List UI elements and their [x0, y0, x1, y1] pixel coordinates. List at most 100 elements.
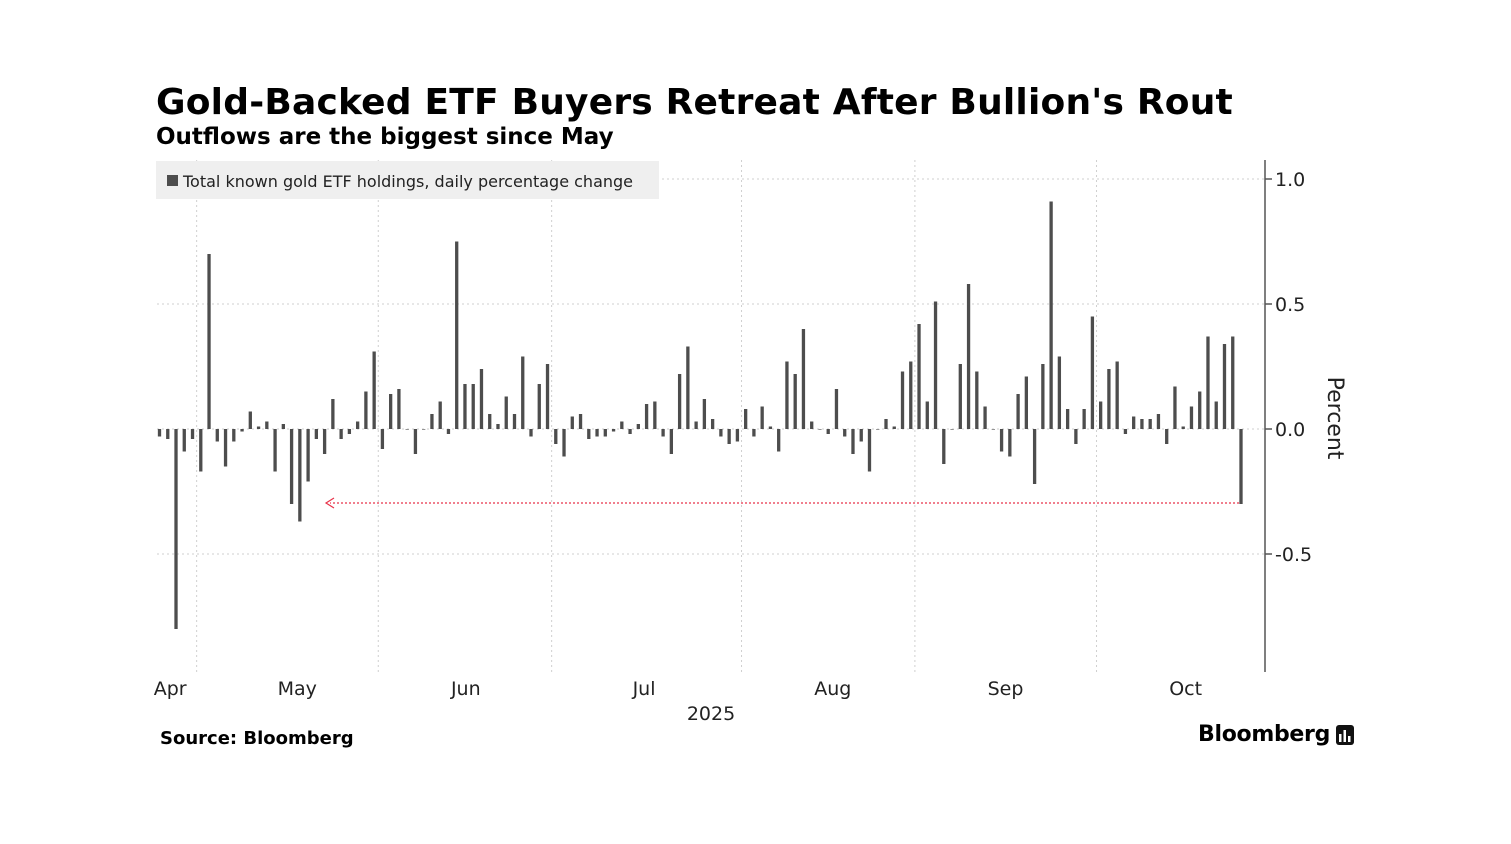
- bar: [488, 414, 492, 429]
- bar: [933, 301, 938, 429]
- bar: [223, 429, 228, 467]
- bar: [810, 421, 814, 429]
- bar: [1024, 376, 1029, 429]
- bar: [479, 369, 484, 429]
- bar: [248, 411, 252, 429]
- bar: [273, 429, 277, 472]
- bar: [430, 414, 434, 429]
- bar: [562, 429, 566, 457]
- bar: [1074, 429, 1078, 444]
- bar: [1165, 429, 1169, 444]
- bar: [768, 426, 773, 429]
- bar: [545, 364, 550, 429]
- bar: [463, 384, 467, 429]
- bar: [537, 384, 541, 429]
- bar: [859, 429, 863, 442]
- bar: [793, 374, 797, 429]
- bar: [240, 429, 244, 432]
- bar: [339, 429, 343, 439]
- legend: Total known gold ETF holdings, daily per…: [156, 161, 659, 199]
- bar: [1065, 409, 1070, 429]
- gridlines: [157, 160, 1265, 672]
- bar: [950, 429, 954, 430]
- bar: [1181, 426, 1185, 429]
- bar: [760, 406, 764, 429]
- bar: [669, 429, 674, 454]
- bar: [347, 429, 352, 434]
- bar: [1198, 391, 1202, 429]
- bar: [446, 429, 451, 434]
- bar: [331, 399, 335, 429]
- bar: [975, 371, 979, 429]
- bar: [620, 421, 624, 429]
- bar: [232, 429, 236, 442]
- bar: [578, 414, 583, 429]
- bar: [900, 371, 905, 429]
- bar: [653, 401, 657, 429]
- bar: [843, 429, 847, 437]
- bar: [867, 429, 872, 472]
- bar: [190, 429, 195, 439]
- legend-swatch: [167, 175, 178, 186]
- bar: [512, 414, 517, 429]
- bar: [1231, 336, 1235, 429]
- bar: [917, 324, 921, 429]
- bar: [1156, 414, 1161, 429]
- y-tick-label: 0.0: [1275, 419, 1305, 441]
- bar: [372, 351, 376, 429]
- bar: [455, 241, 459, 429]
- bar: [265, 421, 269, 429]
- bar: [1206, 336, 1210, 429]
- bar: [892, 426, 896, 429]
- bar: [1057, 356, 1062, 429]
- bar: [727, 429, 731, 444]
- brand-logo: Bloomberg: [1198, 722, 1355, 747]
- bar: [694, 421, 698, 429]
- bar: [314, 429, 319, 439]
- bar: [661, 429, 665, 437]
- x-tick-label: Jul: [632, 678, 656, 700]
- bar: [834, 389, 839, 429]
- bar: [364, 391, 368, 429]
- bar: [529, 429, 533, 437]
- bar: [876, 429, 880, 430]
- bar: [166, 429, 170, 439]
- bar: [702, 399, 707, 429]
- bar: [1222, 344, 1227, 429]
- bar: [174, 429, 178, 629]
- bar: [595, 429, 599, 437]
- bar: [1140, 419, 1144, 429]
- bar: [289, 429, 294, 504]
- bar: [851, 429, 855, 454]
- bar: [1090, 316, 1095, 429]
- bar: [521, 356, 525, 429]
- bar: [719, 429, 723, 437]
- bloomberg-logo-icon: [1336, 724, 1355, 745]
- bar: [182, 429, 186, 452]
- bar: [281, 424, 285, 429]
- y-tick-label: 0.5: [1275, 294, 1305, 316]
- bar: [983, 406, 987, 429]
- bar: [215, 429, 219, 442]
- x-tick-label: Aug: [814, 678, 851, 700]
- bar: [438, 401, 442, 429]
- bar: [1148, 419, 1152, 429]
- bar: [999, 429, 1004, 452]
- bar: [1115, 361, 1119, 429]
- bar: [884, 419, 888, 429]
- bar: [1082, 409, 1086, 429]
- bar: [1032, 429, 1037, 484]
- chart-subtitle: Outflows are the biggest since May: [156, 124, 614, 150]
- bar: [777, 429, 781, 452]
- bar: [744, 409, 748, 429]
- annotation-arrow-head: [324, 497, 335, 509]
- bar: [199, 429, 203, 472]
- bar: [1214, 401, 1218, 429]
- bar: [496, 424, 500, 429]
- bar: [752, 429, 756, 437]
- x-axis-label: 2025: [687, 703, 735, 725]
- bar: [298, 429, 302, 522]
- x-tick-label: Jun: [450, 678, 481, 700]
- source-note: Source: Bloomberg: [160, 728, 354, 749]
